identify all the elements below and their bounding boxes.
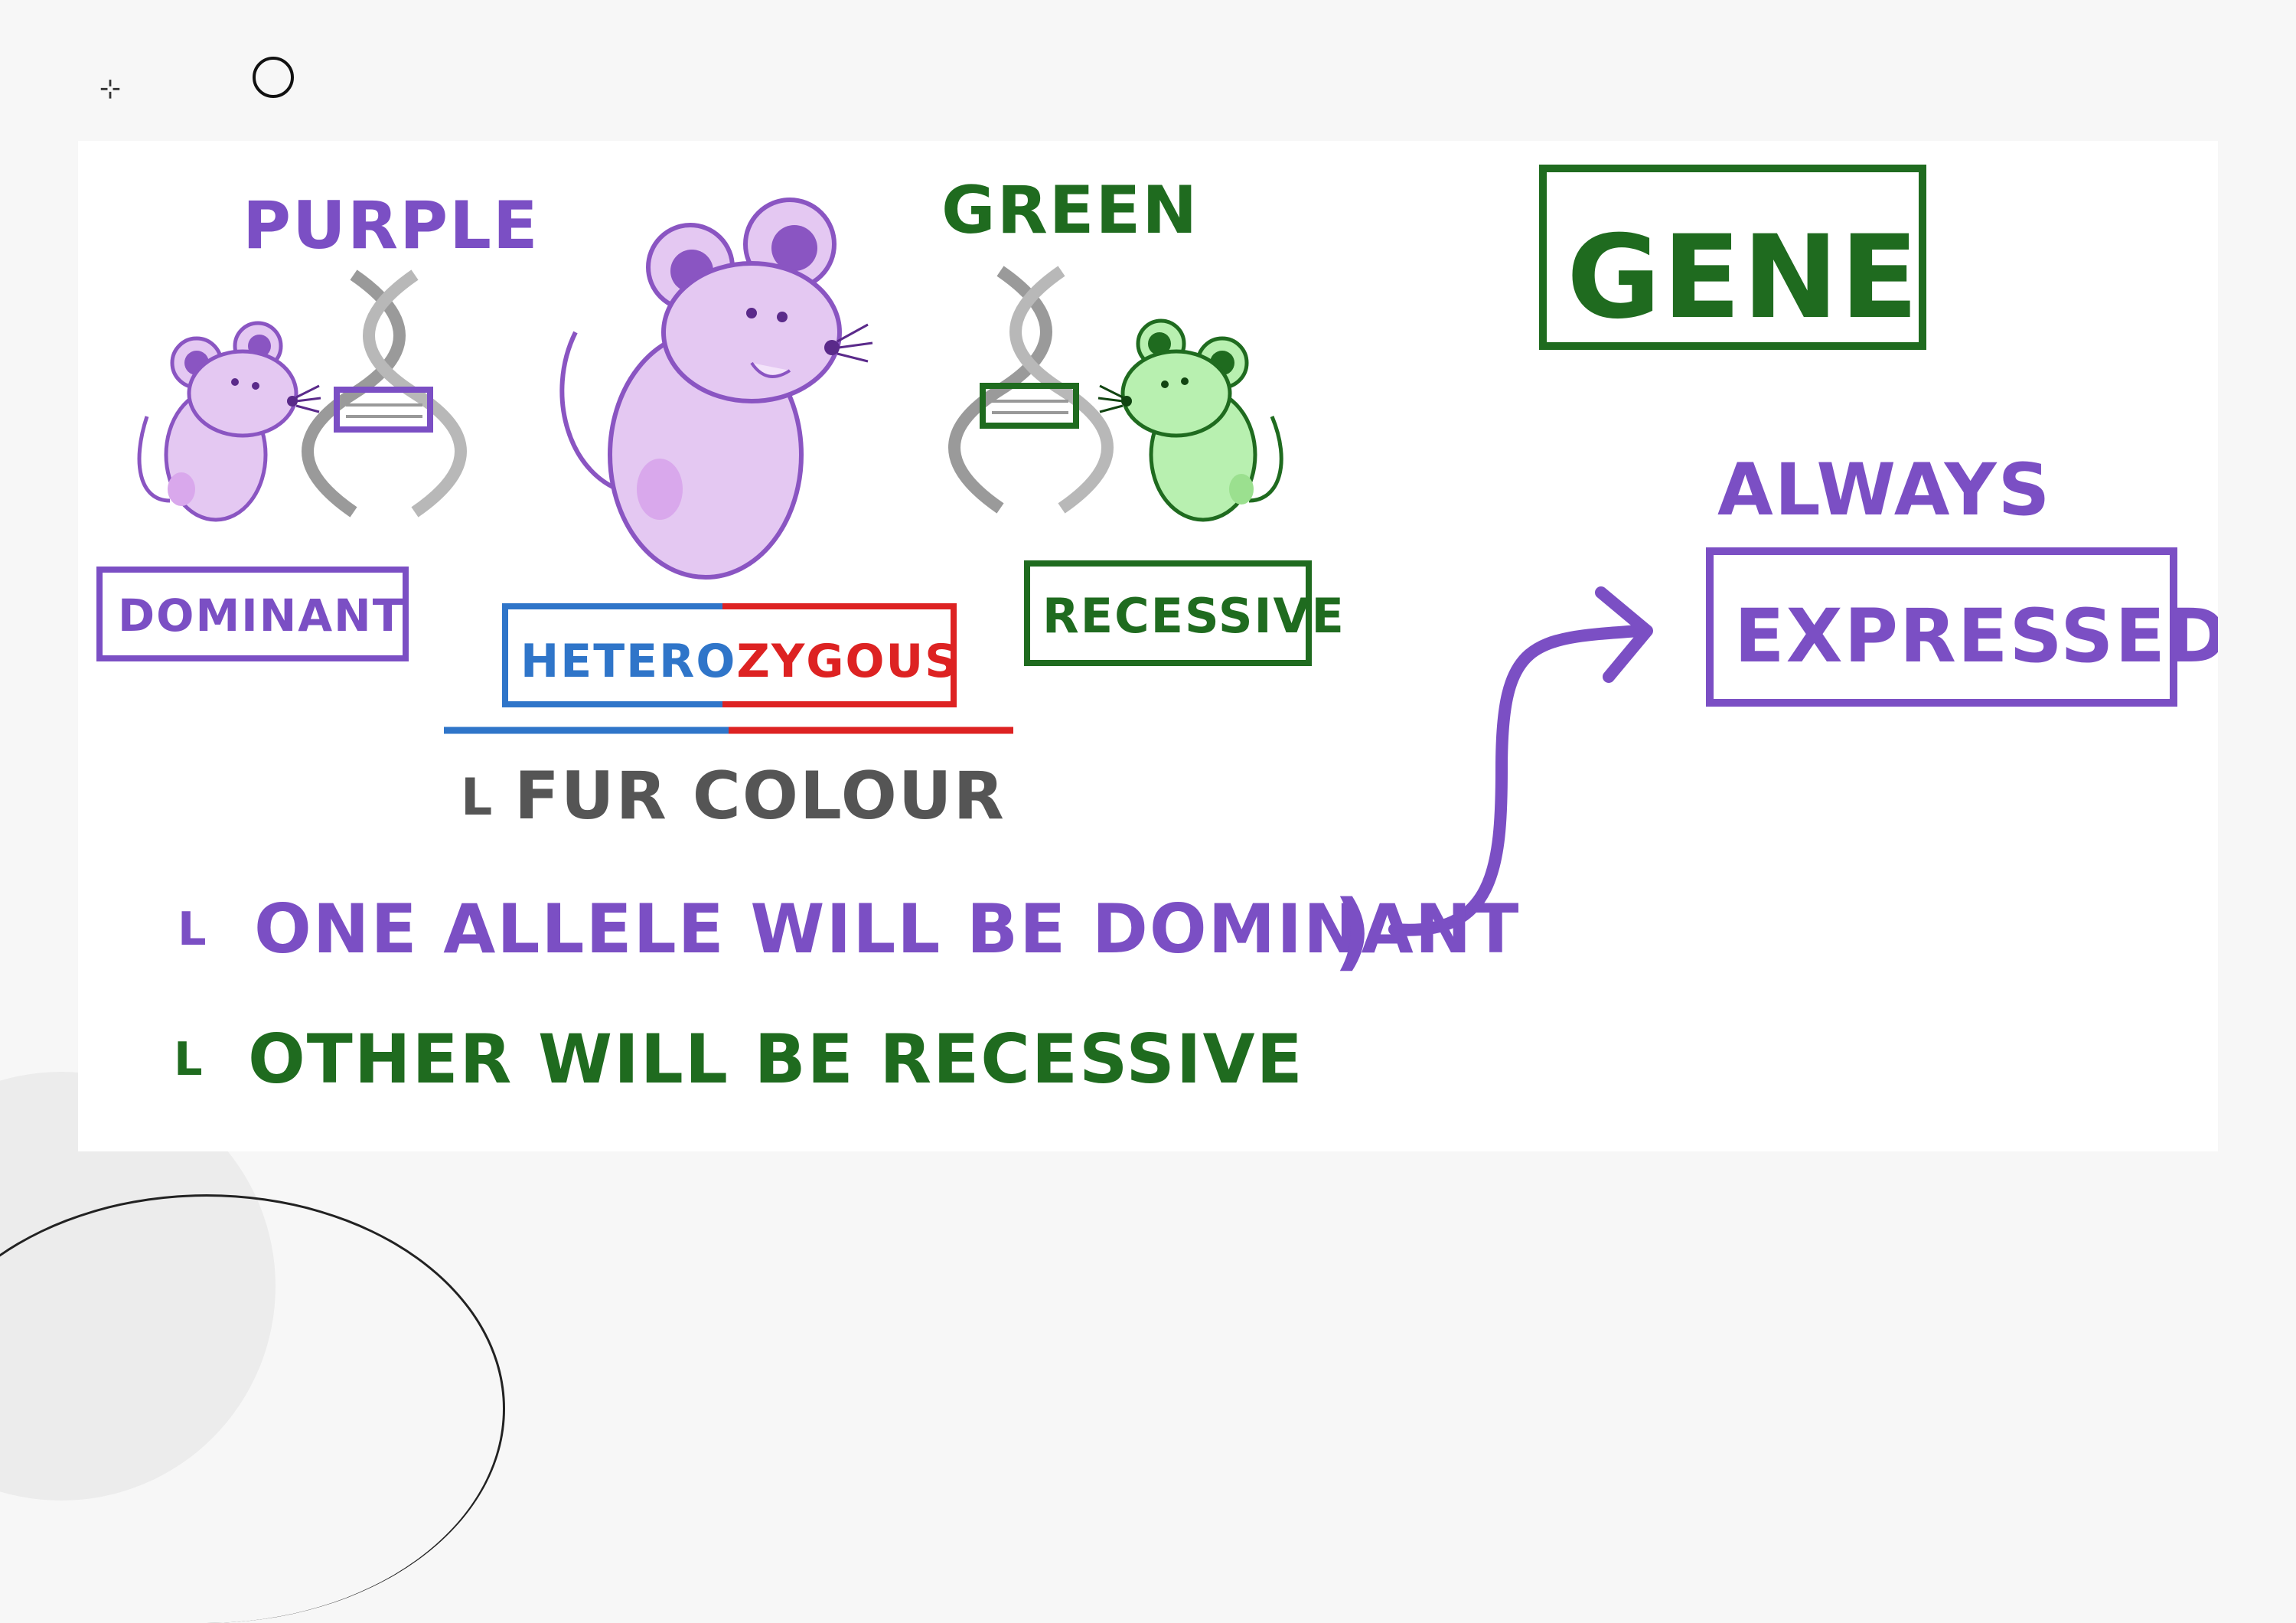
line2-bullet: ᒪ (174, 1033, 204, 1086)
small-purple-mouse (137, 321, 321, 522)
circle-tool-icon[interactable] (253, 57, 294, 98)
arrow-to-expressed (1388, 586, 1653, 936)
background-arc (0, 1194, 505, 1623)
fur-colour-label: FUR COLOUR (514, 758, 1006, 834)
expressed-label: EXPRESSED (1734, 593, 2218, 679)
recessive-label: RECESSIVE (1042, 588, 1345, 644)
purple-dna-icon (302, 269, 467, 518)
move-tool-icon[interactable]: ⊹ (99, 74, 122, 103)
purple-title: PURPLE (243, 188, 540, 264)
gene-label: GENE (1567, 211, 1920, 345)
line2-text: OTHER WILL BE RECESSIVE (248, 1020, 1304, 1099)
expressed-box (1706, 547, 2177, 707)
always-label: ALWAYS (1717, 449, 2051, 532)
dominant-box (96, 567, 409, 661)
green-title: GREEN (941, 172, 1199, 249)
heterozygous-mouse (559, 198, 873, 580)
dominant-label: DOMINANT (118, 589, 404, 642)
green-dna-icon (948, 266, 1114, 514)
fur-colour-bullet: ᒪ (461, 768, 494, 827)
line1-bullet: ᒪ (178, 903, 208, 956)
heterozygous-label: HETEROZYGOUS (520, 635, 959, 688)
slide-canvas: PURPLE (78, 141, 2218, 1151)
recessive-box (1024, 560, 1312, 666)
gene-box (1539, 165, 1926, 350)
small-green-mouse (1097, 318, 1283, 522)
line1-paren: ) (1333, 882, 1373, 980)
line1-text: ONE ALLELE WILL BE DOMINANT (254, 890, 1520, 968)
diagram-svg: PURPLE (96, 165, 2218, 1099)
